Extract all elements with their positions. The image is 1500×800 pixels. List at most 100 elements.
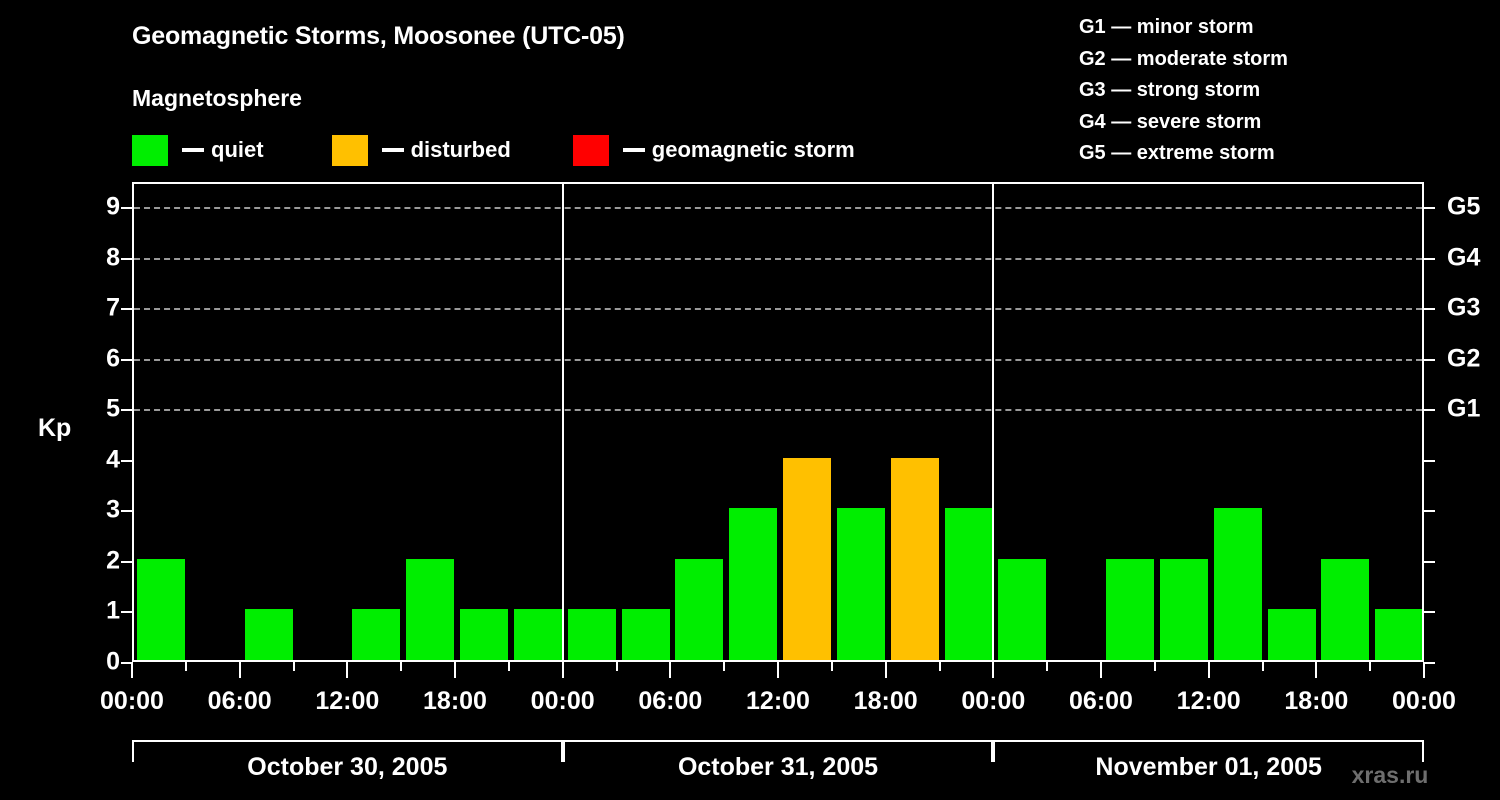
- x-tick-label: 12:00: [746, 687, 810, 715]
- x-tick-major: [669, 662, 672, 678]
- x-tick-minor: [1261, 662, 1264, 671]
- gridline-kp-5: [134, 409, 1422, 412]
- x-tick-major: [1100, 662, 1102, 678]
- x-tick-label: 00:00: [961, 687, 1026, 715]
- y-tick-label-9: 9: [106, 192, 120, 221]
- gridline-kp-9: [134, 207, 1422, 210]
- color-legend: quiet disturbed geomagnetic storm: [132, 133, 855, 167]
- legend-item-disturbed: disturbed: [331, 133, 511, 167]
- x-tick-label: 12:00: [315, 687, 380, 715]
- x-tick-label: 06:00: [207, 687, 272, 715]
- x-tick-minor: [1153, 662, 1156, 671]
- x-tick-minor: [292, 662, 295, 671]
- page-title: Geomagnetic Storms, Moosonee (UTC-05): [132, 22, 625, 50]
- y-tick-mark-right-8: [1424, 257, 1435, 260]
- g-tick-label-G1: G1: [1447, 394, 1481, 423]
- kp-bar: [837, 508, 885, 660]
- y-tick-mark-right-1: [1424, 611, 1435, 614]
- y-tick-mark-right-7: [1424, 308, 1435, 311]
- x-tick-label: 06:00: [638, 687, 703, 715]
- plot-frame: [132, 182, 1424, 662]
- x-tick-minor: [507, 662, 510, 671]
- y-tick-mark-6: [121, 358, 132, 361]
- x-tick-label: 18:00: [423, 687, 487, 715]
- y-tick-mark-right-6: [1424, 358, 1435, 361]
- y-tick-mark-right-3: [1424, 510, 1435, 513]
- x-tick-major: [561, 662, 564, 678]
- y-tick-mark-3: [121, 510, 132, 513]
- x-tick-label: 18:00: [1284, 687, 1349, 715]
- x-tick-major: [238, 662, 241, 678]
- x-tick-major: [884, 662, 887, 678]
- x-tick-label: 06:00: [1069, 687, 1133, 715]
- legend-swatch-disturbed: [331, 134, 368, 166]
- y-tick-label-2: 2: [106, 546, 120, 575]
- x-tick-major: [992, 662, 995, 678]
- y-tick-mark-5: [121, 409, 132, 412]
- x-tick-label: 00:00: [100, 687, 164, 715]
- legend-dash-icon: [182, 148, 204, 152]
- kp-bar: [514, 609, 562, 660]
- y-tick-mark-4: [121, 459, 132, 462]
- legend-item-geomagnetic-storm: geomagnetic storm: [572, 133, 855, 167]
- g-tick-label-G3: G3: [1447, 293, 1481, 322]
- kp-bar: [1375, 609, 1422, 660]
- x-tick-minor: [723, 662, 726, 671]
- kp-bar: [945, 508, 993, 660]
- y-tick-label-1: 1: [106, 596, 120, 625]
- x-tick-label: 00:00: [530, 687, 595, 715]
- g-scale-legend-row-2: G2 — moderate storm: [1079, 47, 1288, 70]
- kp-bar: [1106, 558, 1154, 660]
- y-tick-mark-right-2: [1424, 560, 1435, 563]
- kp-bar: [622, 609, 670, 660]
- kp-bar: [137, 558, 185, 660]
- kp-bar: [245, 609, 293, 660]
- g-tick-label-G2: G2: [1447, 344, 1481, 373]
- legend-label: disturbed: [410, 137, 511, 162]
- legend-dash-icon: [381, 148, 404, 152]
- kp-bar: [1214, 508, 1262, 660]
- plot-area: [134, 184, 1422, 660]
- y-tick-mark-1: [121, 611, 132, 614]
- x-tick-major: [1423, 662, 1425, 678]
- kp-bar: [729, 508, 777, 660]
- day-label: October 31, 2005: [677, 753, 879, 781]
- y-tick-mark-right-9: [1424, 207, 1435, 210]
- x-tick-label: 00:00: [1392, 687, 1456, 715]
- magnetosphere-label: Magnetosphere: [132, 85, 302, 111]
- kp-bar: [352, 609, 400, 660]
- g-scale-legend-row-4: G4 — severe storm: [1079, 110, 1262, 133]
- legend-item-quiet: quiet: [132, 133, 264, 167]
- x-tick-label: 18:00: [853, 687, 918, 715]
- y-tick-mark-9: [121, 207, 132, 210]
- x-tick-major: [1315, 662, 1318, 678]
- legend-label: geomagnetic storm: [651, 137, 855, 162]
- legend-dash-icon: [622, 148, 645, 152]
- day-separator: [992, 182, 995, 662]
- g-tick-label-G5: G5: [1447, 192, 1481, 221]
- day-label: October 30, 2005: [247, 753, 448, 781]
- kp-bar: [1321, 558, 1369, 660]
- kp-bar: [891, 457, 939, 660]
- y-tick-mark-2: [121, 560, 132, 563]
- y-tick-label-7: 7: [106, 293, 120, 322]
- y-tick-label-0: 0: [106, 647, 120, 676]
- y-axis-title: Kp: [38, 414, 72, 442]
- x-tick-major: [346, 662, 349, 678]
- y-tick-mark-right-4: [1424, 459, 1435, 462]
- y-tick-label-3: 3: [106, 495, 120, 524]
- x-tick-minor: [1046, 662, 1049, 671]
- g-scale-legend-row-5: G5 — extreme storm: [1079, 142, 1275, 164]
- gridline-kp-8: [134, 257, 1422, 260]
- x-tick-minor: [938, 662, 941, 671]
- day-separator: [561, 182, 564, 662]
- g-tick-label-G4: G4: [1447, 243, 1481, 272]
- g-scale-legend: G1 — minor storm G2 — moderate storm G3 — …: [1079, 12, 1288, 170]
- x-tick-minor: [184, 662, 187, 671]
- kp-bar: [460, 609, 508, 660]
- x-tick-major: [1207, 662, 1210, 678]
- x-tick-major: [454, 662, 456, 678]
- y-tick-mark-8: [121, 257, 132, 260]
- x-tick-minor: [1369, 662, 1372, 671]
- day-bracket: [132, 740, 563, 762]
